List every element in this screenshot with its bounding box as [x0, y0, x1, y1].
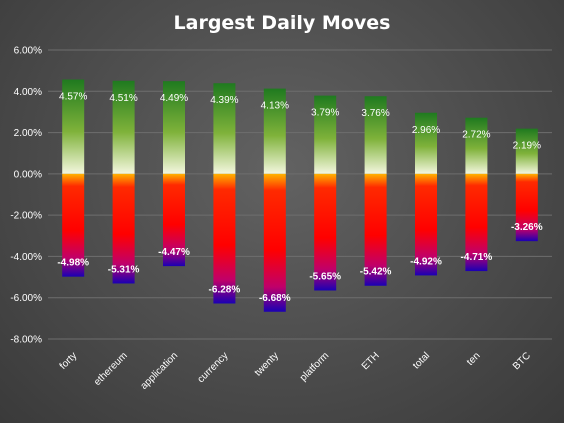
positive-bar — [364, 96, 387, 174]
positive-data-label: 2.96% — [412, 125, 440, 136]
x-tick-label: ethereum — [92, 350, 130, 388]
negative-bar — [314, 173, 337, 291]
negative-bar — [163, 173, 185, 267]
bars — [62, 79, 538, 312]
data-labels: 4.57% -4.98% 4.51% -5.31% 4.49% -4.47% 4.39% -6… — [57, 92, 542, 304]
y-tick-label: 6.00% — [14, 46, 42, 57]
negative-data-label: -3.26% — [511, 222, 543, 233]
positive-bar — [415, 112, 437, 174]
y-tick-label: 2.00% — [14, 128, 42, 139]
positive-data-label: 4.49% — [160, 93, 188, 104]
negative-data-label: -5.65% — [309, 271, 341, 282]
x-tick-label: currency — [196, 350, 231, 385]
negative-bar — [415, 173, 437, 276]
positive-data-label: 3.76% — [361, 108, 389, 119]
positive-data-label: 4.39% — [210, 95, 238, 106]
y-tick-label: 0.00% — [14, 169, 42, 180]
positive-data-label: 2.72% — [462, 130, 490, 141]
negative-bar — [112, 173, 135, 284]
y-tick-label: -8.00% — [10, 335, 42, 346]
positive-bar — [263, 88, 286, 174]
x-tick-label: twenty — [253, 350, 281, 378]
y-tick-label: -6.00% — [10, 293, 42, 304]
x-tick-label: ETH — [360, 350, 382, 372]
negative-data-label: -4.92% — [410, 256, 442, 267]
negative-data-label: -4.98% — [57, 258, 89, 269]
chart-title: Largest Daily Moves — [174, 12, 391, 34]
positive-data-label: 3.79% — [311, 108, 339, 119]
x-tick-label: platform — [298, 350, 331, 383]
negative-data-label: -4.71% — [461, 252, 493, 263]
negative-bar — [263, 173, 286, 312]
positive-bar — [62, 79, 85, 174]
x-tick-label: application — [139, 350, 181, 392]
negative-bar — [515, 173, 538, 242]
x-tick-label: BTC — [511, 350, 533, 372]
negative-data-label: -6.28% — [209, 284, 241, 295]
y-tick-label: -2.00% — [10, 211, 42, 222]
negative-bar — [213, 173, 236, 304]
negative-data-label: -5.42% — [360, 267, 392, 278]
positive-data-label: 2.19% — [513, 141, 541, 152]
y-tick-label: -4.00% — [10, 252, 42, 263]
negative-bar — [62, 173, 85, 277]
positive-bar — [314, 95, 337, 174]
y-tick-label: 4.00% — [14, 87, 42, 98]
x-tick-label: forty — [58, 350, 80, 372]
negative-data-label: -4.47% — [158, 247, 190, 258]
positive-bar — [465, 117, 488, 174]
positive-bar — [515, 128, 538, 174]
positive-bar — [112, 80, 135, 174]
positive-bar — [163, 81, 185, 174]
negative-bar — [364, 173, 387, 286]
positive-data-label: 4.57% — [59, 92, 87, 103]
negative-data-label: -5.31% — [108, 264, 140, 275]
negative-data-label: -6.68% — [259, 293, 291, 304]
positive-bar — [213, 83, 236, 174]
negative-bar — [465, 173, 488, 272]
positive-data-label: 4.13% — [261, 101, 289, 112]
y-axis-tick-labels: 6.00% 4.00% 2.00% 0.00% -2.00% -4.00% -6.00% -8… — [10, 46, 42, 346]
x-axis-tick-labels: forty ethereum application currency twenty pl… — [58, 350, 533, 392]
x-tick-label: total — [411, 350, 432, 371]
positive-data-label: 4.51% — [109, 93, 137, 104]
x-tick-label: ten — [465, 350, 483, 368]
